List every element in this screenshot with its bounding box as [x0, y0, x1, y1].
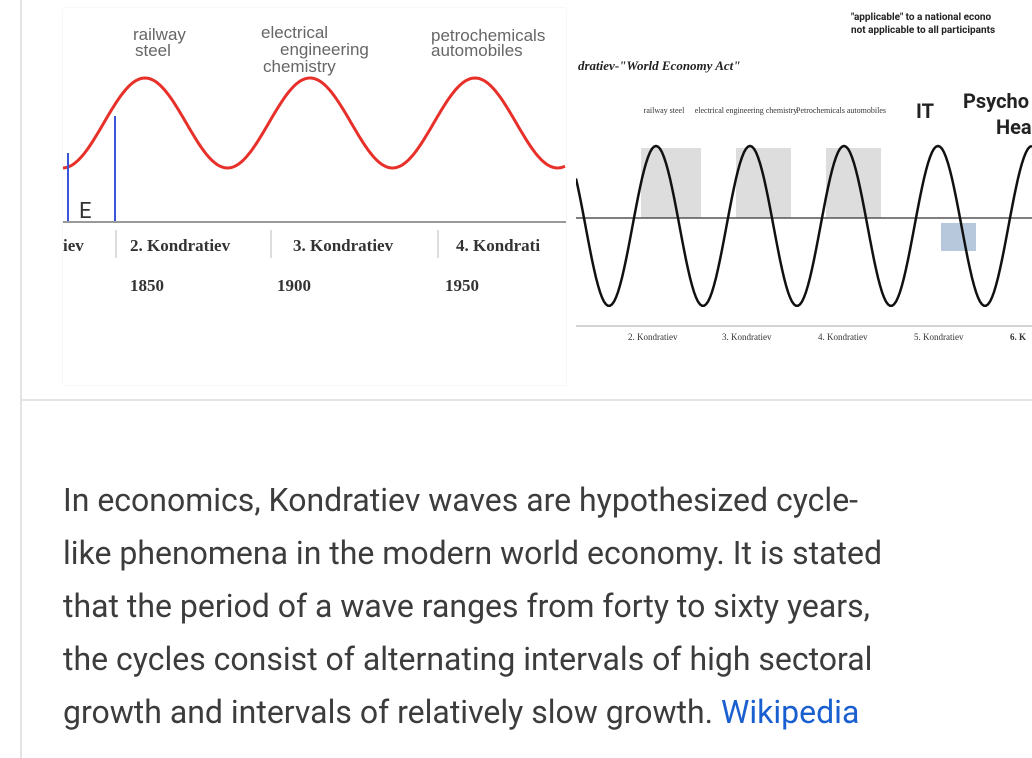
- label: E: [79, 199, 92, 224]
- wave: [576, 144, 1032, 308]
- year: 1950: [445, 276, 479, 295]
- image-thumbnail[interactable]: "applicable" to a national econo not app…: [576, 8, 1032, 385]
- text-line: that the period of a wave ranges from fo…: [63, 587, 870, 625]
- label: engineering: [280, 40, 369, 59]
- year: 1900: [277, 276, 311, 295]
- chart-title: dratiev-"World Economy Act": [578, 58, 740, 73]
- text-line: In economics, Kondratiev waves are hypot…: [63, 481, 858, 519]
- shade: [941, 223, 976, 251]
- label: Petrochemicals automobiles: [796, 106, 886, 115]
- wave-label: iev: [63, 236, 84, 255]
- card-border: [20, 401, 22, 758]
- description: In economics, Kondratiev waves are hypot…: [63, 474, 882, 739]
- wave-label: 3. Kondratiev: [722, 332, 772, 342]
- label: Psycho: [963, 89, 1029, 113]
- text-line: like phenomena in the modern world econo…: [63, 534, 882, 572]
- label: electrical: [261, 23, 328, 42]
- shade: [736, 148, 791, 218]
- text-line: growth and intervals of relatively slow …: [63, 693, 714, 731]
- wave-label: 6. K: [1010, 332, 1026, 342]
- label: railway: [133, 25, 186, 44]
- text-line: growth and intervals of relatively slow …: [63, 686, 882, 739]
- label: electrical engineering chemistry: [695, 106, 798, 115]
- wave-label: 2. Kondratiev: [628, 332, 678, 342]
- label: chemistry: [263, 57, 336, 76]
- label: railway steel: [644, 106, 685, 115]
- wave-label: 5. Kondratiev: [914, 332, 964, 342]
- image-thumbnail[interactable]: railway steel electrical engineering che…: [63, 8, 566, 385]
- note: not applicable to all participants: [851, 25, 995, 36]
- note: "applicable" to a national econo: [851, 12, 991, 23]
- label: steel: [135, 41, 171, 60]
- wave-label: 2. Kondratiev: [130, 236, 231, 255]
- label: automobiles: [431, 41, 523, 60]
- divider: [20, 399, 1032, 401]
- wave-label: 4. Kondrati: [456, 236, 540, 255]
- label: petrochemicals: [431, 26, 545, 45]
- card-border: [20, 0, 22, 400]
- year: 1850: [130, 276, 164, 295]
- wave-label: 3. Kondratiev: [293, 236, 394, 255]
- wave: [63, 76, 566, 170]
- label: Hea: [996, 115, 1032, 139]
- wave-label: 4. Kondratiev: [818, 332, 868, 342]
- label: IT: [916, 99, 934, 123]
- text-line: the cycles consist of alternating interv…: [63, 640, 873, 678]
- source-link[interactable]: Wikipedia: [721, 693, 860, 731]
